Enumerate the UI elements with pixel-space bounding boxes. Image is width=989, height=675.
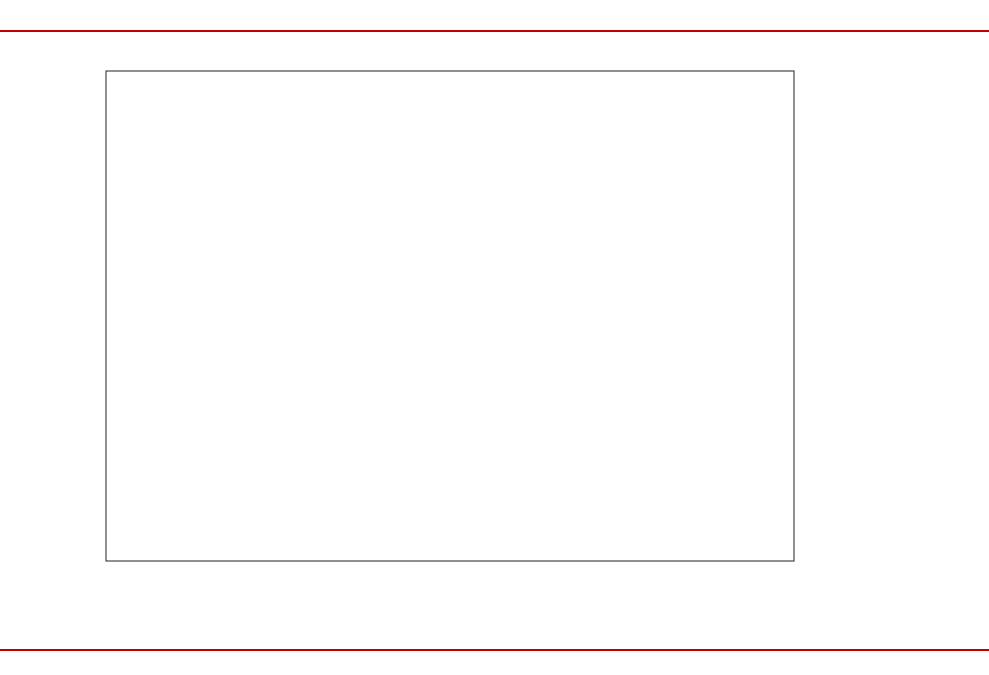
plot-area [106,71,794,561]
bottom-rule [0,649,989,651]
heatmap-chart [105,70,795,562]
caption-rule [0,30,989,32]
plot-frame [105,70,795,562]
